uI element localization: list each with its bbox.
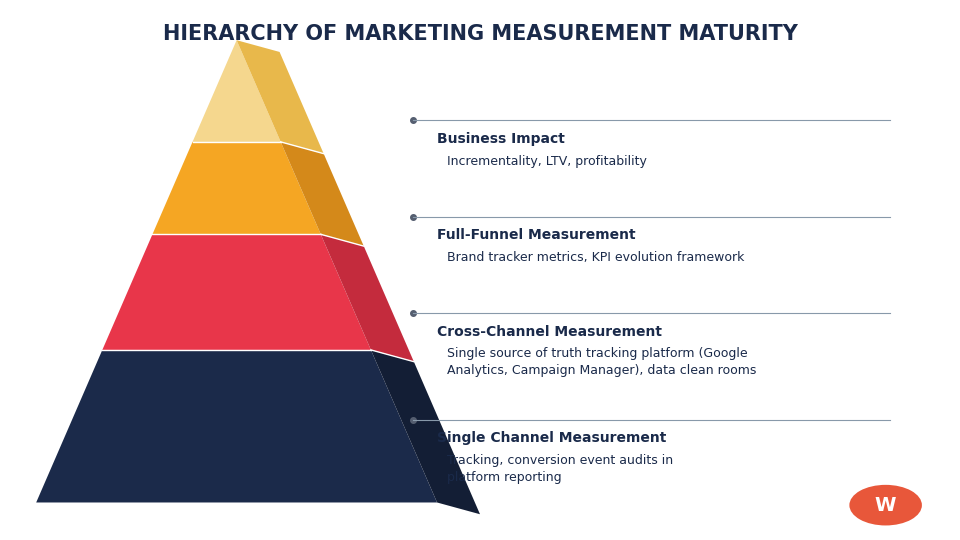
Polygon shape <box>103 234 371 350</box>
Circle shape <box>850 485 922 525</box>
Polygon shape <box>371 350 480 514</box>
Polygon shape <box>236 40 324 154</box>
Text: Brand tracker metrics, KPI evolution framework: Brand tracker metrics, KPI evolution fra… <box>446 251 744 264</box>
Text: W: W <box>875 496 897 515</box>
Polygon shape <box>321 234 414 362</box>
Text: Cross-Channel Measurement: Cross-Channel Measurement <box>437 325 662 339</box>
Text: Single Channel Measurement: Single Channel Measurement <box>437 431 666 446</box>
Text: HIERARCHY OF MARKETING MEASUREMENT MATURITY: HIERARCHY OF MARKETING MEASUREMENT MATUR… <box>162 24 798 44</box>
Polygon shape <box>193 40 280 142</box>
Text: Tracking, conversion event audits in
platform reporting: Tracking, conversion event audits in pla… <box>446 454 673 484</box>
Text: Single source of truth tracking platform (Google
Analytics, Campaign Manager), d: Single source of truth tracking platform… <box>446 347 756 377</box>
Text: Full-Funnel Measurement: Full-Funnel Measurement <box>437 228 636 242</box>
Text: Incrementality, LTV, profitability: Incrementality, LTV, profitability <box>446 154 646 167</box>
Polygon shape <box>280 142 364 246</box>
Text: Business Impact: Business Impact <box>437 132 564 146</box>
Polygon shape <box>36 350 437 503</box>
Polygon shape <box>153 142 321 234</box>
